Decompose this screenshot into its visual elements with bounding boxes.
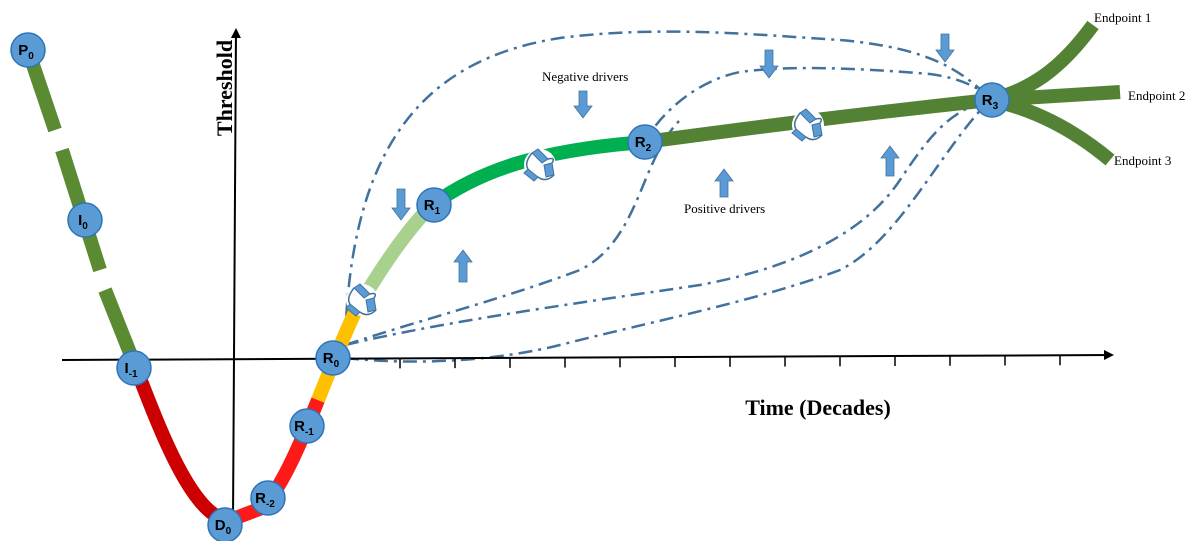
negative-driver-arrow	[759, 49, 779, 79]
node-circle	[116, 350, 152, 386]
node-iminus1: I-1	[116, 350, 152, 386]
node-r2: R2	[627, 124, 663, 160]
recycle-icon	[791, 108, 825, 142]
recovery-green-segment	[427, 135, 646, 211]
y-axis	[230, 28, 241, 521]
endpoint-2-label: Endpoint 2	[1128, 88, 1185, 103]
y-axis-label: Threshold	[212, 40, 237, 136]
negative-drivers-label: Negative drivers	[542, 69, 628, 84]
node-circle	[627, 124, 663, 160]
node-circle	[67, 202, 103, 238]
x-axis-label: Time (Decades)	[745, 395, 891, 420]
node-label: R3	[982, 92, 999, 112]
endpoint-1-label: Endpoint 1	[1094, 10, 1151, 25]
recycle-icon	[523, 148, 557, 182]
node-r3: R3	[974, 82, 1010, 118]
node-r1: R1	[416, 187, 452, 223]
positive-driver-arrow	[880, 145, 900, 177]
node-label: I-1	[124, 360, 138, 380]
node-circle	[315, 340, 351, 376]
recycle-icon	[345, 283, 379, 317]
node-label: P0	[18, 42, 34, 62]
x-axis-ticks	[399, 355, 1061, 369]
degradation-trajectory	[21, 47, 228, 527]
degradation-decline-red	[129, 365, 228, 527]
annotations: Negative drivers Positive drivers Endpoi…	[542, 10, 1185, 216]
node-circle	[10, 32, 46, 68]
node-label: I0	[78, 212, 88, 232]
lower-envelope-curve	[344, 99, 991, 363]
node-circle	[974, 82, 1010, 118]
state-nodes: P0 I0 I-1 D0 R-2 R-1 R0 R1 R2 R3	[10, 32, 1010, 543]
positive-drivers-label: Positive drivers	[684, 201, 765, 216]
endpoint-3-label: Endpoint 3	[1114, 153, 1171, 168]
negative-driver-arrow	[573, 90, 593, 119]
node-label: D0	[215, 517, 232, 537]
upper-envelope-curve	[343, 30, 991, 346]
node-label: R2	[635, 134, 652, 154]
node-rminus1: R-1	[289, 408, 325, 444]
node-circle	[416, 187, 452, 223]
node-d0: D0	[207, 507, 243, 543]
node-rminus2: R-2	[250, 480, 286, 516]
negative-driver-arrow	[935, 33, 955, 63]
positive-driver-arrow	[714, 168, 734, 198]
node-label: R1	[424, 197, 441, 217]
positive-driver-arrow	[453, 249, 473, 283]
node-label: R-2	[255, 490, 275, 510]
node-i0: I0	[67, 202, 103, 238]
x-axis	[61, 350, 1114, 361]
node-p0: P0	[10, 32, 46, 68]
node-circle	[289, 408, 325, 444]
node-circle	[250, 480, 286, 516]
envelope-curves	[343, 30, 991, 363]
negative-driver-arrow	[391, 188, 411, 221]
middle-envelope-curve	[344, 119, 681, 347]
node-r0: R0	[315, 340, 351, 376]
node-label: R0	[323, 350, 340, 370]
middle-upper-envelope-curve	[638, 66, 991, 151]
node-label: R-1	[294, 418, 314, 438]
driver-arrows	[391, 33, 955, 283]
lower-middle-envelope-curve	[344, 98, 991, 347]
endpoint-3-branch	[988, 93, 1115, 166]
axes: Threshold Time (Decades)	[61, 28, 1114, 521]
